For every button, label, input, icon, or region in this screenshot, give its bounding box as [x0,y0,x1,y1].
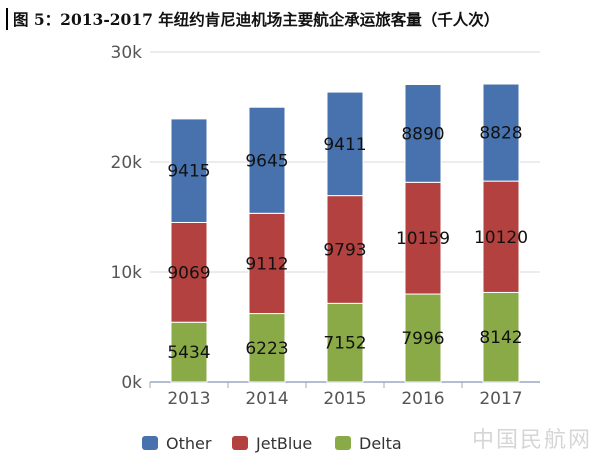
legend-label-delta: Delta [359,434,402,453]
x-tick-label-2017: 2017 [479,389,522,409]
x-tick-label-2016: 2016 [401,389,444,409]
bar-other-2017 [482,83,520,182]
bar-delta-2013 [170,321,208,383]
bar-jetblue-2017 [482,180,520,293]
data-label-other-2015: 9411 [323,135,366,155]
data-label-delta-2016: 7996 [401,329,444,349]
watermark: 中国民航网 [471,428,592,453]
bar-jetblue-2015 [326,195,364,304]
data-label-jetblue-2013: 9069 [167,263,210,283]
data-label-other-2014: 9645 [245,151,288,171]
data-label-delta-2014: 6223 [245,339,288,359]
legend-swatch-other [142,436,158,450]
x-tick-label-2014: 2014 [245,389,288,409]
data-label-other-2016: 8890 [401,124,444,144]
figure-title: 图 5：2013-2017 年纽约肯尼迪机场主要航企承运旅客量（千人次） [6,8,499,30]
x-tick-label-2013: 2013 [167,389,210,409]
x-tick-label-2015: 2015 [323,389,366,409]
bar-jetblue-2016 [404,181,442,295]
legend-swatch-jetblue [232,436,248,450]
y-tick-label-0k: 0k [121,373,142,393]
x-axis-ticks: 2013 2014 2015 2016 2017 [149,382,523,409]
legend: Other JetBlue Delta [142,434,402,453]
bar-jetblue-2013 [170,221,208,323]
legend-label-jetblue: JetBlue [255,434,312,453]
bar-other-2016 [404,84,442,183]
bar-delta-2017 [482,291,520,383]
bar-other-2015 [326,91,364,197]
legend-label-other: Other [166,434,212,453]
data-label-jetblue-2015: 9793 [323,240,366,260]
bars: 5434 9069 9415 6223 9112 9645 7152 9793 9411 7996… [167,83,528,383]
bar-other-2014 [248,106,286,214]
y-tick-label-30k: 30k [111,43,143,63]
bar-delta-2016 [404,293,442,383]
data-label-other-2013: 9415 [167,162,210,182]
legend-swatch-delta [335,436,351,450]
data-label-delta-2017: 8142 [479,328,522,348]
data-label-delta-2013: 5434 [167,343,210,363]
y-tick-label-20k: 20k [111,153,143,173]
data-label-jetblue-2017: 10120 [474,228,528,248]
y-axis-ticks: 0k 10k 20k 30k [111,43,143,393]
bar-delta-2015 [326,302,364,383]
y-tick-label-10k: 10k [111,263,143,283]
data-label-delta-2015: 7152 [323,334,366,354]
data-label-jetblue-2014: 9112 [245,254,288,274]
data-label-jetblue-2016: 10159 [396,229,450,249]
data-label-other-2017: 8828 [479,124,522,144]
bar-jetblue-2014 [248,212,286,315]
bar-other-2013 [170,118,208,223]
